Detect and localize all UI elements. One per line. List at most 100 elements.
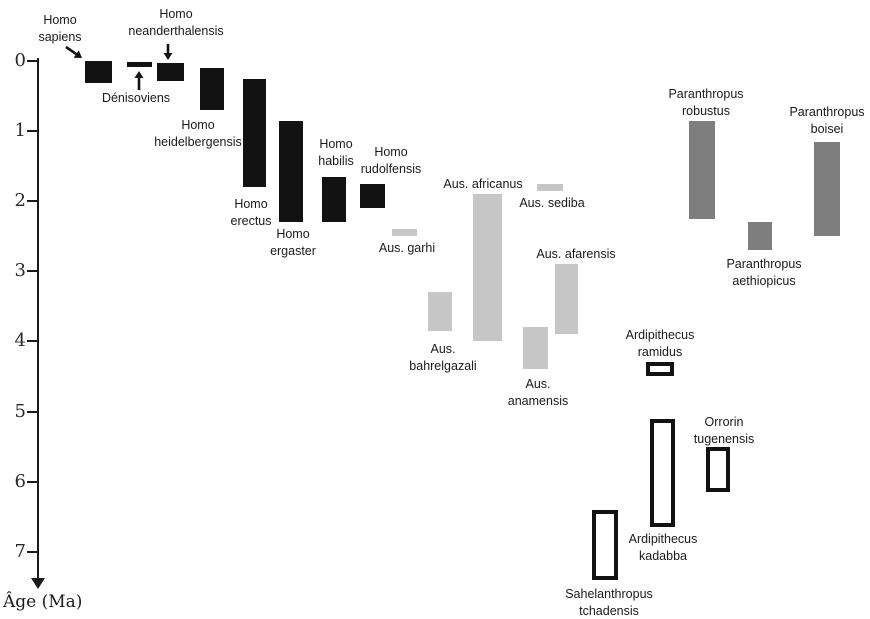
species-label-aus-sediba: Aus. sediba: [519, 195, 584, 212]
y-axis-tick-label-0: 0: [14, 50, 26, 71]
denisoviens-arrow-icon: [134, 71, 144, 90]
species-bar-sahelanthropus-tchadensis: [592, 509, 618, 580]
species-label-aus-bahrelgazali: Aus. bahrelgazali: [409, 341, 476, 375]
y-axis-tick-0: [27, 60, 38, 62]
species-label-aus-anamensis: Aus. anamensis: [508, 376, 568, 410]
species-label-line: tugenensis: [693, 432, 755, 446]
species-label-homo-erectus: Homo erectus: [231, 196, 272, 230]
y-axis-tick-label-6: 6: [14, 470, 26, 492]
species-bar-aus-anamensis: [523, 327, 548, 370]
species-bar-d-nisoviens: [127, 61, 152, 67]
y-axis-tick-4: [27, 340, 38, 343]
species-label-line: Homo: [319, 137, 353, 151]
y-axis-tick-label-7: 7: [14, 540, 26, 562]
species-bar-paranthropus-boisei: [814, 141, 840, 237]
y-axis-tick-7: [27, 550, 38, 553]
species-label-line: Aus. sediba: [519, 196, 585, 210]
y-axis-title: Âge (Ma): [3, 592, 83, 612]
species-label-line: Paranthropus: [726, 257, 802, 271]
species-bar-homo-neanderthalensis: [157, 63, 184, 82]
species-label-homo-heidelbergensis: Homo heidelbergensis: [154, 117, 242, 151]
species-bar-aus-bahrelgazali: [428, 292, 452, 331]
y-axis-arrowhead-icon: [31, 578, 45, 589]
species-label-line: Aus. africanus: [443, 177, 523, 191]
species-label-line: rudolfensis: [360, 162, 422, 176]
species-label-line: Homo: [234, 197, 268, 211]
y-axis-tick-label-3: 3: [14, 260, 26, 282]
species-label-line: Homo: [181, 118, 215, 132]
species-bar-orrorin-tugenensis: [706, 446, 730, 493]
species-label-line: Aus.: [525, 377, 551, 391]
species-label-line: boisei: [810, 122, 844, 136]
species-label-paranthropus-aethiopicus: Paranthropus aethiopicus: [726, 256, 801, 290]
species-label-orrorin-tugenensis: Orrorin tugenensis: [694, 414, 754, 448]
y-axis-tick-6: [27, 480, 38, 483]
species-bar-aus-garhi: [392, 229, 417, 237]
species-label-line: bahrelgazali: [409, 359, 477, 373]
species-label-line: Aus. garhi: [378, 241, 436, 255]
species-bar-paranthropus-aethiopicus: [748, 222, 772, 251]
species-label-sahelanthropus-tchadensis: Sahelanthropus tchadensis: [565, 586, 653, 619]
species-bar-aus-africanus: [473, 194, 502, 342]
y-axis-tick-label-2: 2: [14, 190, 26, 212]
species-label-line: Ardipithecus: [625, 328, 695, 342]
species-bar-aus-sediba: [537, 183, 563, 192]
species-label-line: heidelbergensis: [154, 135, 242, 149]
y-axis-tick-5: [27, 410, 38, 413]
species-label-paranthropus-robustus: Paranthropus robustus: [668, 86, 743, 120]
species-label-line: habilis: [318, 154, 354, 168]
species-label-aus-garhi: Aus. garhi: [379, 240, 435, 257]
species-bar-homo-habilis: [322, 176, 346, 223]
species-bar-ardipithecus-ramidus: [646, 362, 674, 377]
species-label-line: sapiens: [38, 30, 82, 44]
species-label-ardipithecus-ramidus: Ardipithecus ramidus: [626, 327, 695, 361]
species-bar-homo-rudolfensis: [360, 183, 385, 209]
species-label-line: Homo: [374, 145, 408, 159]
species-bar-homo-ergaster: [279, 120, 303, 223]
species-bar-homo-sapiens: [85, 61, 112, 83]
homo-sapiens-arrow-icon: [65, 45, 82, 58]
y-axis-line: [37, 58, 39, 580]
species-label-line: Orrorin: [704, 415, 744, 429]
y-axis-tick-1: [27, 130, 38, 133]
species-label-line: Paranthropus: [789, 105, 865, 119]
y-axis-tick-label-5: 5: [14, 400, 26, 422]
species-bar-aus-afarensis: [555, 264, 578, 335]
species-label-line: anamensis: [507, 394, 569, 408]
species-label-line: Aus. afarensis: [536, 247, 616, 261]
species-bar-homo-erectus: [243, 78, 266, 188]
species-bar-homo-heidelbergensis: [200, 68, 224, 111]
y-axis-tick-2: [27, 200, 38, 203]
species-label-line: robustus: [682, 104, 730, 118]
species-label-line: neanderthalensis: [128, 24, 224, 38]
species-bar-ardipithecus-kadabba: [650, 418, 675, 528]
species-label-line: tchadensis: [579, 604, 639, 618]
species-label-line: Homo: [276, 227, 310, 241]
species-label-line: Ardipithecus: [628, 532, 698, 546]
species-label-line: Sahelanthropus: [565, 587, 653, 601]
species-label-line: Homo: [43, 13, 77, 27]
species-label-homo-sapiens: Homo sapiens: [38, 12, 81, 46]
species-label-homo-habilis: Homo habilis: [318, 136, 353, 170]
species-label-line: Aus.: [430, 342, 456, 356]
species-bar-paranthropus-robustus: [689, 120, 715, 219]
species-label-line: kadabba: [639, 549, 687, 563]
neanderthalensis-arrow-icon: [163, 44, 173, 60]
species-label-homo-rudolfensis: Homo rudolfensis: [361, 144, 421, 178]
y-axis-tick-label-4: 4: [14, 330, 26, 352]
species-label-paranthropus-boisei: Paranthropus boisei: [789, 104, 864, 138]
species-label-d-nisoviens: Dénisoviens: [102, 90, 170, 107]
species-label-line: erectus: [230, 214, 272, 228]
y-axis-tick-label-1: 1: [14, 120, 26, 142]
species-label-homo-ergaster: Homo ergaster: [270, 226, 316, 260]
species-label-line: Homo: [159, 7, 193, 21]
species-label-line: Paranthropus: [668, 87, 744, 101]
species-label-line: ergaster: [270, 244, 316, 258]
species-label-line: Dénisoviens: [101, 91, 171, 105]
species-label-line: aethiopicus: [732, 274, 796, 288]
species-label-aus-afarensis: Aus. afarensis: [536, 246, 615, 263]
species-label-line: ramidus: [637, 345, 683, 359]
y-axis-tick-3: [27, 270, 38, 273]
species-label-aus-africanus: Aus. africanus: [443, 176, 522, 193]
